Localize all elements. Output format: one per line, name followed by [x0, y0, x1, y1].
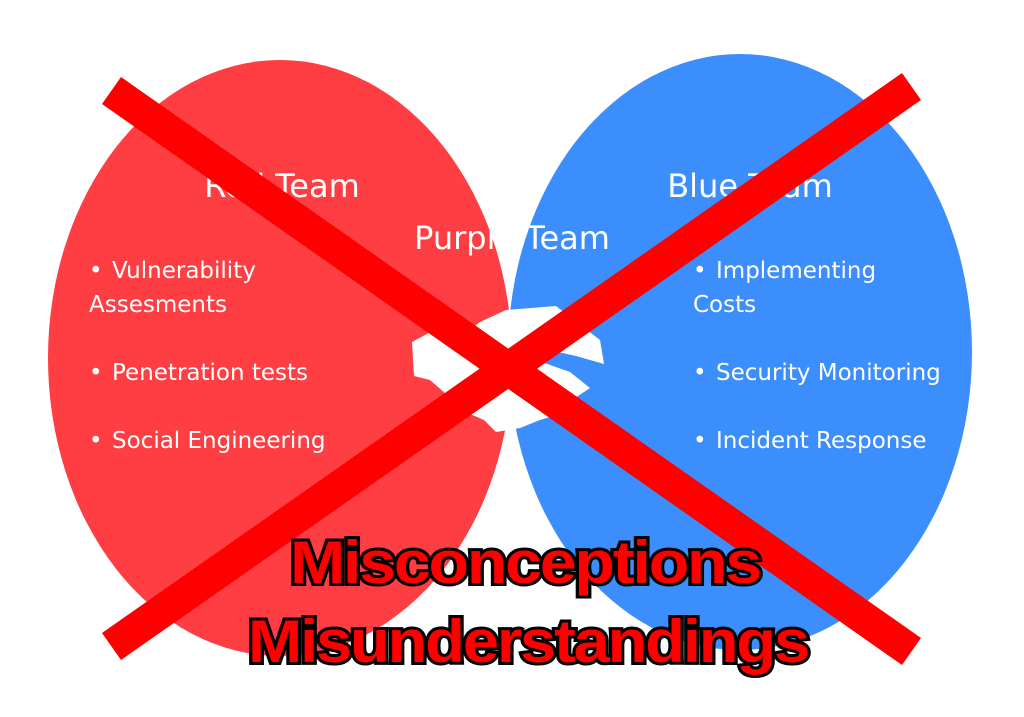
list-item: Penetration tests — [112, 360, 308, 386]
list-item: Assesments — [89, 292, 227, 318]
list-item: Social Engineering — [112, 428, 326, 454]
purple-team-title: Purple Team — [414, 219, 610, 257]
blue-team-circle — [508, 54, 972, 650]
list-item: Implementing — [716, 258, 876, 284]
list-item: Incident Response — [716, 428, 927, 454]
banner-line-misunderstandings: Misunderstandings — [248, 608, 808, 675]
list-bullet: • — [693, 258, 707, 284]
cross-out-icon — [102, 73, 921, 665]
list-item: Costs — [693, 292, 756, 318]
list-item: Vulnerability — [112, 258, 256, 284]
red-team-circle — [48, 60, 512, 656]
list-bullet: • — [89, 258, 103, 284]
list-bullet: • — [89, 428, 103, 454]
list-item: Security Monitoring — [716, 360, 941, 386]
red-team-list: • Vulnerability Assesments • Penetration… — [89, 258, 326, 454]
list-bullet: • — [89, 360, 103, 386]
list-bullet: • — [693, 428, 707, 454]
banner-line-misconceptions: Misconceptions — [290, 529, 760, 596]
list-bullet: • — [693, 360, 707, 386]
blue-team-list: • Implementing Costs • Security Monitori… — [693, 258, 941, 454]
